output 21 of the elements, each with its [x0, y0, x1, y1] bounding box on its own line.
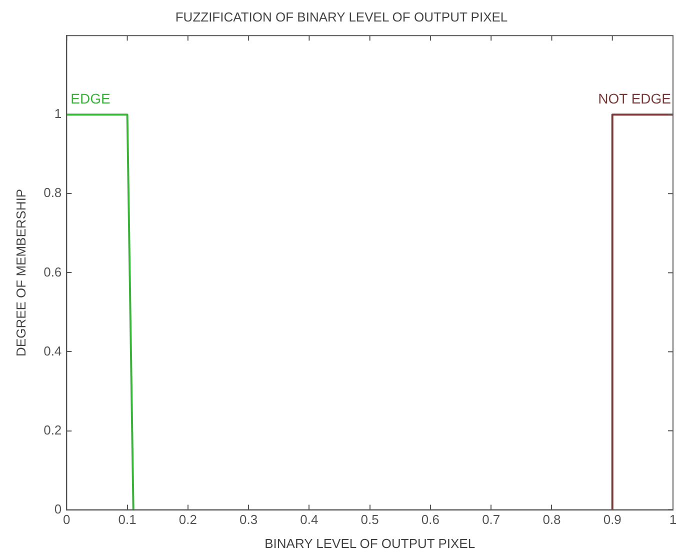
x-tick-label: 0.3 — [240, 512, 258, 528]
series-label: NOT EDGE — [598, 90, 671, 106]
x-tick-label: 0.1 — [118, 512, 136, 528]
x-tick-label: 0.8 — [542, 512, 561, 528]
x-axis-title: BINARY LEVEL OF OUTPUT PIXEL — [264, 536, 476, 551]
x-tick-label: 0.7 — [482, 512, 500, 528]
y-tick-label: 0 — [54, 501, 62, 516]
x-tick-label: 0.2 — [178, 512, 197, 528]
x-tick-label: 0.6 — [421, 512, 440, 528]
y-tick-label: 0.4 — [44, 343, 62, 358]
series-label: EDGE — [70, 90, 110, 106]
chart-title: FUZZIFICATION OF BINARY LEVEL OF OUTPUT PIXEL — [175, 9, 508, 24]
x-tick-label: 0.9 — [603, 512, 622, 528]
x-tick-label: 0.4 — [300, 512, 318, 528]
y-tick-label: 0.8 — [44, 185, 62, 200]
y-axis-title: DEGREE OF MEMBERSHIP — [13, 188, 28, 356]
x-tick-label: 0.5 — [360, 512, 379, 528]
y-tick-label: 0.6 — [44, 264, 62, 280]
y-tick-label: 1 — [54, 106, 62, 122]
y-tick-label: 0.2 — [44, 422, 62, 438]
x-tick-label: 1 — [669, 512, 677, 528]
